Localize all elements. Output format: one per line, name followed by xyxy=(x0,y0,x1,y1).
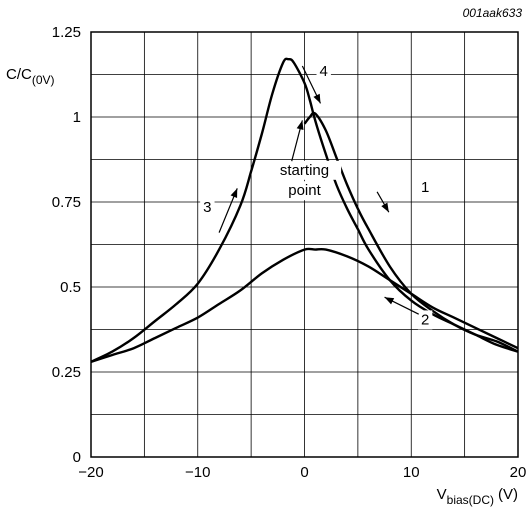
grid-lines xyxy=(91,32,518,457)
y-tick-label: 0 xyxy=(73,449,81,466)
x-axis-label-sub: bias(DC) xyxy=(447,493,494,507)
x-tick-label: 20 xyxy=(510,464,527,481)
series-line xyxy=(303,111,519,353)
annotation-arrows xyxy=(218,65,419,315)
x-tick-label: −20 xyxy=(78,464,103,481)
y-tick-label: 0.5 xyxy=(60,279,81,296)
data-series xyxy=(90,57,519,363)
x-axis-label: Vbias(DC) (V) xyxy=(437,486,518,507)
annotation-background xyxy=(417,310,433,330)
arrow-1 xyxy=(376,191,390,213)
arrow-2 xyxy=(384,296,419,315)
y-tick-label: 0.75 xyxy=(52,194,81,211)
arrow-3 xyxy=(218,188,238,233)
annotation-background xyxy=(200,198,215,218)
annotation-background xyxy=(280,181,329,201)
annotation-background xyxy=(417,177,433,197)
plot-area-frame xyxy=(90,31,519,458)
x-axis-label-base: V xyxy=(437,486,447,503)
y-axis-label-sub: (0V) xyxy=(32,73,55,87)
arrow-head xyxy=(381,202,389,213)
tick-labels: −20 −10 0 10 20 0 0.25 0.5 0.75 1 1.25 xyxy=(52,24,527,481)
arrow-head xyxy=(313,93,321,104)
series-line xyxy=(90,247,519,363)
x-tick-label: −10 xyxy=(185,464,210,481)
annotation-label: point xyxy=(288,182,321,199)
y-tick-label: 0.25 xyxy=(52,364,81,381)
x-tick-label: 10 xyxy=(403,464,420,481)
series-line xyxy=(90,57,519,363)
annotation-label: 4 xyxy=(320,63,328,80)
annotation-label: 3 xyxy=(203,199,211,216)
y-tick-label: 1 xyxy=(73,109,81,126)
annotation-label: 1 xyxy=(421,179,429,196)
y-axis-label: C/C(0V) xyxy=(6,66,55,87)
arrow-head xyxy=(230,188,238,199)
arrow-start xyxy=(291,120,304,162)
annotations: starting point 1 2 3 4 xyxy=(200,62,433,330)
annotation-label: 2 xyxy=(421,311,429,328)
y-tick-label: 1.25 xyxy=(52,24,81,41)
y-axis-label-base: C/C xyxy=(6,66,32,83)
annotation-label: starting xyxy=(280,162,329,179)
arrow-4 xyxy=(301,65,322,104)
arrow-head xyxy=(384,297,395,305)
figure-code: 001aak633 xyxy=(463,6,523,20)
annotation-background xyxy=(267,160,342,180)
arrow-head xyxy=(296,120,304,130)
x-tick-label: 0 xyxy=(300,464,308,481)
x-axis-label-unit: (V) xyxy=(498,486,518,503)
annotation-background xyxy=(316,62,331,82)
